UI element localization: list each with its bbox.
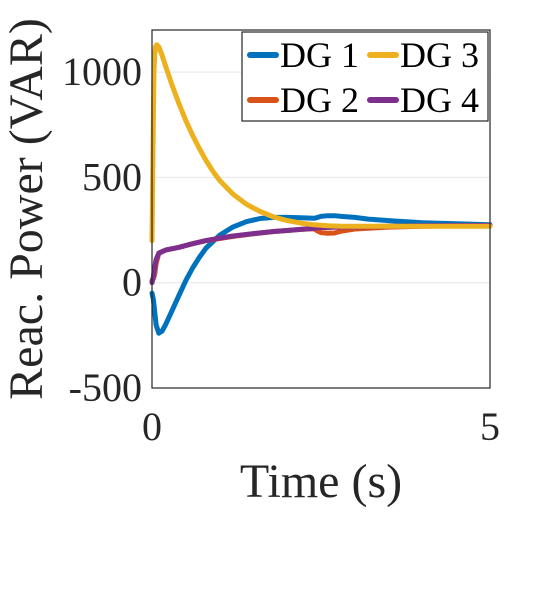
legend-box xyxy=(241,31,489,122)
legend-label-dg3: DG 3 xyxy=(400,35,479,75)
y-tick-labels: -500 0 500 1000 xyxy=(62,49,142,410)
series-line-dg3 xyxy=(149,42,493,244)
y-tick-label: -500 xyxy=(69,365,142,410)
plot-frame xyxy=(151,29,491,389)
legend: DG 1 DG 3 DG 2 DG 4 xyxy=(241,31,489,122)
legend-label-dg1: DG 1 xyxy=(280,35,359,75)
x-tick-label: 5 xyxy=(480,404,500,449)
y-tick-label: 1000 xyxy=(62,49,142,94)
legend-label-dg4: DG 4 xyxy=(400,80,479,120)
series-line-dg1 xyxy=(149,213,493,336)
x-axis-label: Time (s) xyxy=(240,455,402,508)
legend-label-dg2: DG 2 xyxy=(280,80,359,120)
y-tick-label: 0 xyxy=(122,260,142,305)
y-tick-label: 500 xyxy=(82,154,142,199)
x-tick-label: 0 xyxy=(142,404,162,449)
y-axis-label: Reac. Power (VAR) xyxy=(0,18,53,400)
series-lines xyxy=(149,42,493,336)
